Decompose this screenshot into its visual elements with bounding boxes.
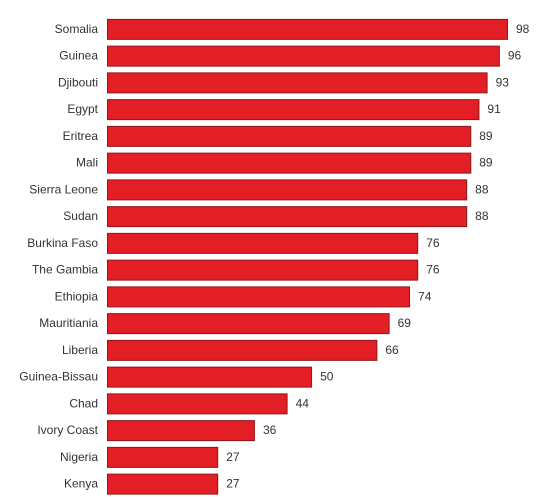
category-label-sudan: Sudan [63,209,98,223]
category-label-nigeria: Nigeria [60,450,98,464]
category-label-sierra-leone: Sierra Leone [29,182,98,196]
category-label-burkina-faso: Burkina Faso [27,236,98,250]
category-label-kenya: Kenya [64,477,98,491]
value-label-the-gambia: 76 [426,263,440,277]
bar-egypt [107,99,480,121]
category-label-djibouti: Djibouti [58,75,98,89]
category-label-the-gambia: The Gambia [32,263,98,277]
value-label-sudan: 88 [475,209,489,223]
value-label-liberia: 66 [385,343,399,357]
category-label-guinea-bissau: Guinea-Bissau [19,370,98,384]
value-label-kenya: 27 [226,477,240,491]
bar-djibouti [107,72,488,94]
value-label-egypt: 91 [487,102,501,116]
category-label-mali: Mali [76,156,98,170]
category-label-somalia: Somalia [55,22,99,36]
value-label-djibouti: 93 [496,75,510,89]
category-label-ethiopia: Ethiopia [55,289,99,303]
value-label-burkina-faso: 76 [426,236,440,250]
value-label-sierra-leone: 88 [475,182,489,196]
bar-liberia [107,339,378,361]
category-label-guinea: Guinea [59,49,98,63]
bar-the-gambia [107,259,419,281]
category-label-mauritiania: Mauritiania [39,316,98,330]
value-label-guinea: 96 [508,49,522,63]
bar-ethiopia [107,286,411,308]
bar-mauritiania [107,313,390,335]
value-label-guinea-bissau: 50 [320,370,334,384]
category-labels-group: Somalia Guinea Djibouti Egypt Eritrea Mali Sie… [19,22,98,491]
bar-chad [107,393,288,415]
value-label-chad: 44 [296,396,310,410]
category-label-liberia: Liberia [62,343,98,357]
bar-guinea [107,45,500,67]
category-label-egypt: Egypt [67,102,98,116]
value-label-nigeria: 27 [226,450,240,464]
bars-group [107,18,508,495]
value-label-ethiopia: 74 [418,289,432,303]
category-label-ivory-coast: Ivory Coast [37,423,98,437]
bar-ivory-coast [107,420,255,442]
bar-eritrea [107,125,472,147]
bar-somalia [107,18,508,40]
category-label-eritrea: Eritrea [63,129,99,143]
category-label-chad: Chad [69,396,98,410]
value-label-somalia: 98 [516,22,530,36]
bar-kenya [107,473,219,495]
value-label-eritrea: 89 [479,129,493,143]
bar-mali [107,152,472,174]
bar-guinea-bissau [107,366,313,388]
bar-nigeria [107,446,219,468]
value-label-mali: 89 [479,156,493,170]
value-labels-group: 98 96 93 91 89 89 88 88 76 76 74 69 66 50 44 36 27 27 [226,22,529,491]
value-label-mauritiania: 69 [398,316,412,330]
bar-sudan [107,206,468,228]
bar-burkina-faso [107,232,419,254]
bar-sierra-leone [107,179,468,201]
value-label-ivory-coast: 36 [263,423,277,437]
